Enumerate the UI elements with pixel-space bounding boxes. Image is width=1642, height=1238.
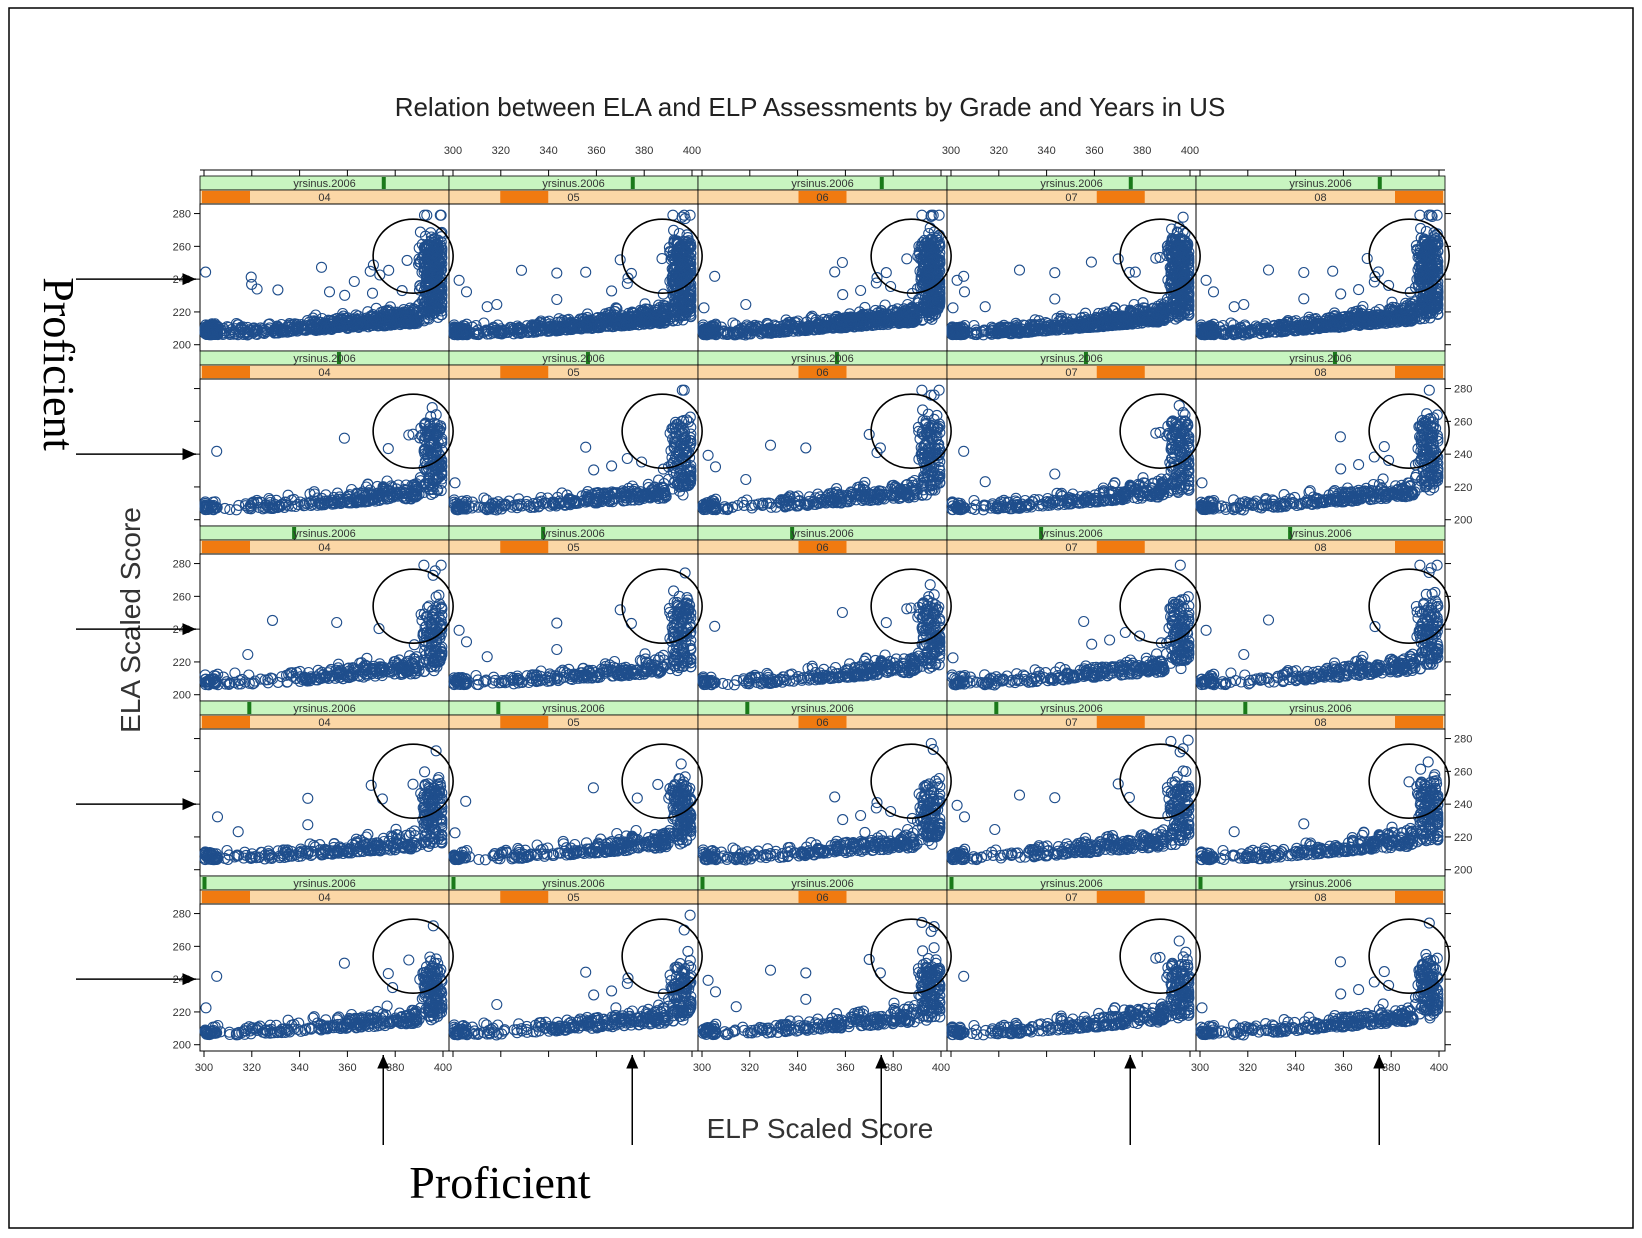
data-point bbox=[315, 261, 328, 273]
data-point bbox=[422, 268, 434, 280]
data-point bbox=[309, 324, 321, 336]
chart-title: Relation between ELA and ELP Assessments… bbox=[395, 92, 1226, 122]
strip-bottom-marker bbox=[500, 191, 549, 203]
data-point bbox=[234, 327, 247, 339]
data-point bbox=[401, 254, 413, 266]
strip-top-marker bbox=[1128, 177, 1133, 189]
data-point bbox=[291, 322, 303, 334]
data-point bbox=[427, 268, 439, 280]
data-point bbox=[364, 265, 376, 277]
x-axis-label: ELP Scaled Score bbox=[707, 1113, 934, 1144]
data-point bbox=[374, 269, 386, 281]
panels-layer: yrsinus.2006 04 yrsinus.2006 05 yrsinus.2006… bbox=[199, 175, 1450, 1052]
data-point bbox=[251, 283, 263, 295]
strip-bottom-label: 05 bbox=[567, 192, 579, 204]
data-point bbox=[377, 305, 389, 318]
data-point bbox=[250, 324, 262, 336]
data-point bbox=[320, 322, 332, 334]
data-point bbox=[385, 319, 397, 331]
strip-bottom-label: 05 bbox=[567, 367, 579, 379]
data-point bbox=[271, 324, 284, 336]
data-point bbox=[421, 209, 433, 221]
panel-1-04: yrsinus.2006 04 bbox=[199, 175, 454, 352]
data-point bbox=[410, 315, 422, 327]
strip-top-marker bbox=[381, 177, 386, 189]
data-point bbox=[413, 284, 426, 296]
data-point bbox=[435, 209, 447, 221]
data-point bbox=[419, 230, 432, 242]
data-point bbox=[318, 324, 330, 336]
data-point bbox=[232, 319, 244, 331]
strip-top-marker bbox=[879, 177, 884, 189]
data-point bbox=[283, 321, 295, 333]
strip-bottom-label: 04 bbox=[318, 192, 330, 204]
data-point bbox=[413, 298, 426, 310]
data-point bbox=[366, 287, 379, 299]
y-axis-label: ELA Scaled Score bbox=[115, 507, 146, 733]
strip-top-marker bbox=[630, 177, 635, 189]
data-point bbox=[272, 284, 284, 296]
data-point bbox=[245, 325, 257, 337]
proficient-label-left: Proficient bbox=[34, 277, 83, 451]
strip-bottom-marker bbox=[202, 366, 250, 378]
strip-bottom-label: 04 bbox=[318, 367, 330, 379]
strip-top-label: yrsinus.2006 bbox=[1289, 178, 1351, 190]
data-point bbox=[436, 289, 448, 301]
data-point bbox=[292, 323, 304, 335]
data-point bbox=[428, 266, 440, 278]
data-point bbox=[241, 329, 254, 341]
proficient-label-bottom: Proficient bbox=[409, 1157, 591, 1208]
data-point bbox=[436, 264, 448, 276]
data-point bbox=[267, 325, 279, 337]
strip-top-label: yrsinus.2006 bbox=[791, 178, 853, 190]
strip-bottom-marker bbox=[500, 366, 549, 378]
strip-bottom-marker bbox=[1395, 191, 1443, 203]
strip-top-label: yrsinus.2006 bbox=[542, 353, 604, 365]
data-point bbox=[370, 302, 382, 314]
data-point bbox=[307, 312, 319, 324]
strip-bottom-label: 06 bbox=[816, 192, 828, 204]
data-point bbox=[340, 313, 352, 325]
data-point bbox=[370, 314, 382, 326]
data-point bbox=[207, 320, 219, 332]
strip-top-label: yrsinus.2006 bbox=[293, 178, 355, 190]
data-point bbox=[436, 296, 448, 308]
data-point bbox=[352, 318, 364, 330]
data-point bbox=[420, 241, 432, 253]
data-point bbox=[429, 260, 441, 272]
data-point bbox=[347, 321, 359, 333]
strip-top-marker bbox=[1377, 177, 1382, 189]
data-point bbox=[247, 327, 259, 339]
data-point bbox=[310, 309, 322, 321]
strip-bottom-marker bbox=[1096, 191, 1145, 203]
data-point bbox=[323, 286, 336, 298]
strip-bottom-label: 08 bbox=[1314, 192, 1326, 204]
data-point bbox=[348, 275, 360, 288]
strip-top-label: yrsinus.2006 bbox=[542, 178, 604, 190]
points bbox=[199, 209, 448, 341]
data-point bbox=[416, 266, 428, 278]
data-point bbox=[311, 322, 323, 334]
data-point bbox=[200, 266, 212, 278]
strip-bottom-marker bbox=[202, 191, 250, 203]
data-point bbox=[383, 264, 395, 276]
data-point bbox=[436, 309, 448, 321]
strip-bottom-label: 07 bbox=[1065, 192, 1077, 204]
data-point bbox=[400, 311, 412, 323]
data-point bbox=[427, 247, 439, 259]
strip-top-label: yrsinus.2006 bbox=[293, 353, 355, 365]
data-point bbox=[286, 323, 298, 335]
data-point bbox=[424, 302, 436, 314]
data-point bbox=[339, 289, 351, 301]
strip-top-label: yrsinus.2006 bbox=[1040, 178, 1102, 190]
data-point bbox=[245, 271, 257, 283]
data-point bbox=[358, 320, 370, 332]
